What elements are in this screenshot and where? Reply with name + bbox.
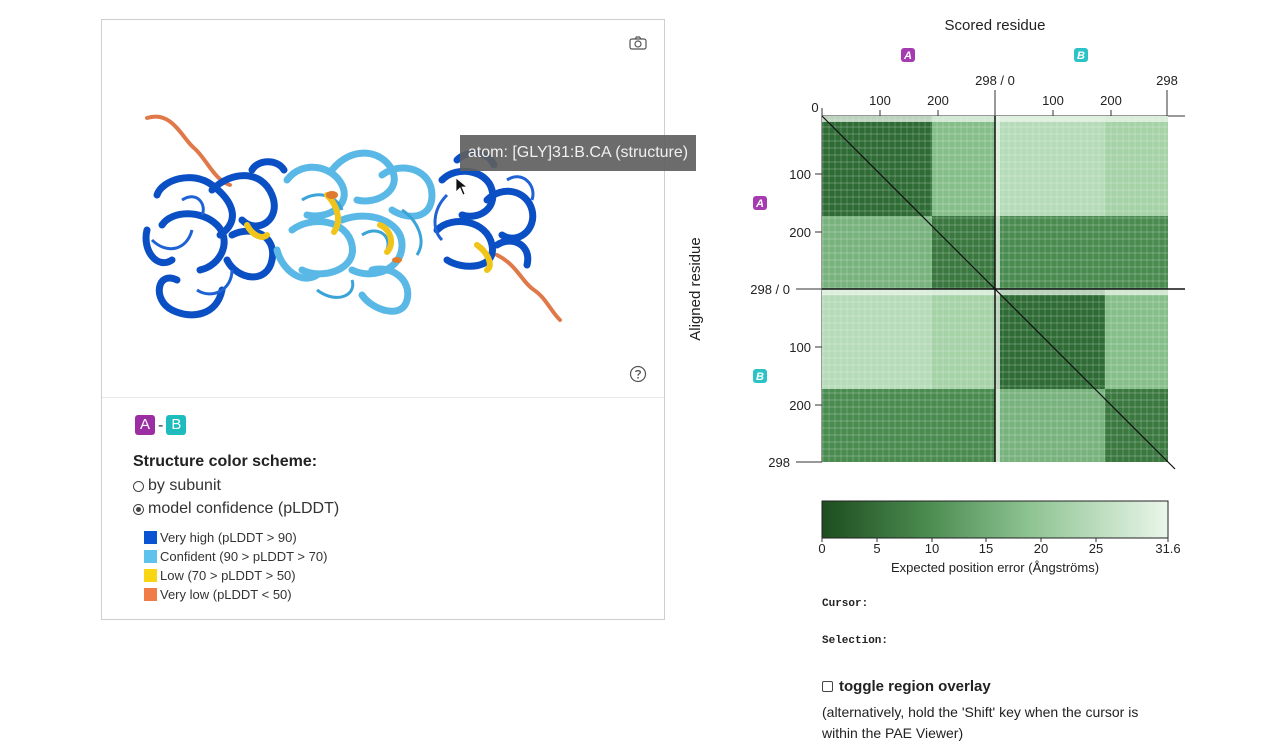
top-tick-100: 100 xyxy=(869,93,891,108)
top-boundary-label: 298 / 0 xyxy=(975,73,1015,88)
chain-b-top-badge xyxy=(1074,48,1088,62)
selection-readout: Selection: xyxy=(822,635,889,647)
pae-viewer[interactable]: Scored residue A B 298 / 0 298 0 100 200… xyxy=(680,0,1240,600)
legend-very-low: Very low (pLDDT < 50) xyxy=(144,585,292,603)
top-tick-298: 298 xyxy=(1156,73,1178,88)
legend-swatch xyxy=(144,549,157,563)
legend-label: Very high (pLDDT > 90) xyxy=(160,529,297,545)
left-tick-200-b: 200 xyxy=(789,398,811,413)
toggle-hint-text: (alternatively, hold the 'Shift' key whe… xyxy=(822,704,1139,741)
chain-b-left-badge xyxy=(753,369,767,383)
radio-model-confidence[interactable]: model confidence (pLDDT) xyxy=(133,498,339,520)
radio-by-subunit[interactable]: by subunit xyxy=(133,475,221,497)
legend-label: Very low (pLDDT < 50) xyxy=(160,586,292,602)
pae-colorbar xyxy=(821,500,1169,539)
toggle-label[interactable]: toggle region overlay xyxy=(839,678,991,695)
chain-b-badge[interactable]: B xyxy=(166,415,187,435)
legend-swatch xyxy=(144,587,157,601)
chain-b-left-label: B xyxy=(756,371,764,383)
chain-b-top-label: B xyxy=(1077,50,1085,62)
left-tick-100-b: 100 xyxy=(789,340,811,355)
colorbar-tick: 31.6 xyxy=(1155,541,1180,556)
x-axis-title: Scored residue xyxy=(945,17,1046,34)
chain-separator: - xyxy=(158,416,164,434)
chain-selector: A - B xyxy=(135,414,187,436)
legend-swatch xyxy=(144,568,157,582)
cursor-readout: Cursor: xyxy=(822,598,869,610)
legend-very-high: Very high (pLDDT > 90) xyxy=(144,528,297,546)
colorbar-title: Expected position error (Ångströms) xyxy=(891,560,1099,575)
top-tick-0: 0 xyxy=(811,100,818,115)
radio-button-selected[interactable] xyxy=(133,503,144,515)
left-tick-100: 100 xyxy=(789,167,811,182)
overlay-checkbox[interactable] xyxy=(822,681,833,692)
colorbar-tick: 5 xyxy=(873,541,880,556)
colorbar-tick: 20 xyxy=(1034,541,1048,556)
structure-viewer-panel: atom: [GLY]31:B.CA (structure) A - B Str… xyxy=(101,19,696,620)
chain-a-top-badge xyxy=(901,48,915,62)
colorbar-tick: 0 xyxy=(818,541,825,556)
chain-a-left-label: A xyxy=(755,198,764,210)
radio-label: model confidence (pLDDT) xyxy=(148,500,340,517)
left-boundary-label: 298 / 0 xyxy=(750,282,790,297)
atom-tooltip: atom: [GLY]31:B.CA (structure) xyxy=(460,135,696,171)
left-tick-200: 200 xyxy=(789,225,811,240)
color-scheme-title: Structure color scheme: xyxy=(133,453,318,470)
chain-a-top-label: A xyxy=(903,50,912,62)
legend-label: Low (70 > pLDDT > 50) xyxy=(160,567,296,583)
radio-button[interactable] xyxy=(133,480,144,492)
colorbar-tick: 10 xyxy=(925,541,939,556)
top-tick-100-b: 100 xyxy=(1042,93,1064,108)
top-tick-200: 200 xyxy=(927,93,949,108)
legend-swatch xyxy=(144,530,157,544)
protein-3d-viewer[interactable] xyxy=(102,20,664,397)
panel-divider xyxy=(102,397,664,398)
radio-label: by subunit xyxy=(148,477,221,494)
legend-low: Low (70 > pLDDT > 50) xyxy=(144,566,296,584)
chain-a-badge[interactable]: A xyxy=(135,415,155,435)
legend-confident: Confident (90 > pLDDT > 70) xyxy=(144,547,327,565)
toggle-region-overlay[interactable]: toggle region overlay xyxy=(822,678,991,695)
protein-ribbon-render[interactable] xyxy=(102,20,664,397)
y-axis-title: Aligned residue xyxy=(687,237,704,340)
camera-icon[interactable] xyxy=(629,36,647,50)
colorbar-tick: 15 xyxy=(979,541,993,556)
legend-label: Confident (90 > pLDDT > 70) xyxy=(160,548,328,564)
help-icon[interactable] xyxy=(629,365,647,383)
left-tick-298: 298 xyxy=(768,455,790,470)
top-tick-200-b: 200 xyxy=(1100,93,1122,108)
chain-a-left-badge xyxy=(753,196,767,210)
colorbar-tick: 25 xyxy=(1089,541,1103,556)
pae-heatmap[interactable] xyxy=(821,115,1185,470)
